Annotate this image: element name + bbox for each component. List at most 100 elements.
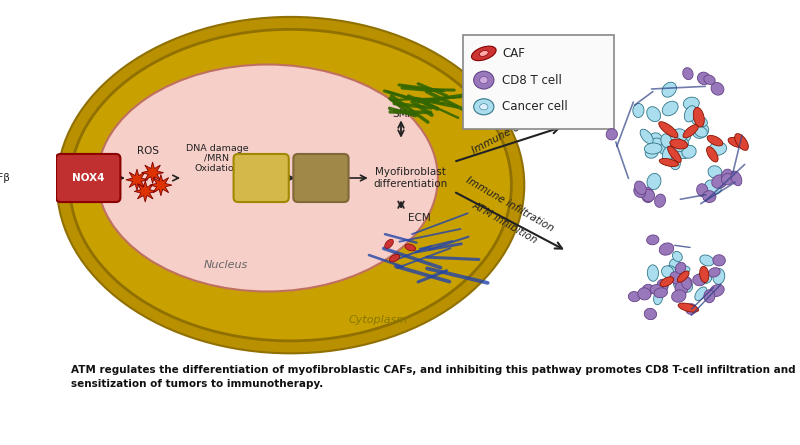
Ellipse shape	[713, 255, 726, 266]
Text: Myofibroblast
differentiation: Myofibroblast differentiation	[373, 167, 447, 189]
Ellipse shape	[693, 275, 706, 286]
Ellipse shape	[710, 284, 724, 296]
Text: ATM inhibition: ATM inhibition	[470, 200, 539, 245]
Ellipse shape	[474, 99, 494, 115]
Ellipse shape	[674, 137, 689, 148]
Ellipse shape	[654, 288, 667, 298]
Ellipse shape	[662, 101, 678, 116]
Ellipse shape	[57, 17, 524, 353]
Ellipse shape	[646, 235, 659, 245]
Text: SMA: SMA	[393, 109, 415, 119]
Ellipse shape	[385, 239, 394, 248]
Polygon shape	[126, 169, 148, 190]
Ellipse shape	[642, 187, 654, 202]
Ellipse shape	[642, 284, 654, 295]
Ellipse shape	[471, 46, 496, 61]
Ellipse shape	[474, 71, 494, 89]
Ellipse shape	[70, 29, 511, 341]
Ellipse shape	[651, 138, 665, 151]
Ellipse shape	[700, 255, 714, 266]
Ellipse shape	[681, 275, 691, 289]
Ellipse shape	[695, 273, 711, 284]
FancyBboxPatch shape	[234, 154, 289, 202]
Ellipse shape	[694, 126, 707, 137]
Ellipse shape	[728, 138, 745, 148]
Text: Cancer cell: Cancer cell	[502, 100, 568, 113]
Ellipse shape	[679, 276, 692, 287]
Ellipse shape	[654, 194, 666, 207]
Ellipse shape	[670, 272, 683, 285]
Ellipse shape	[479, 50, 488, 57]
Text: TGFβ: TGFβ	[0, 173, 10, 183]
Ellipse shape	[671, 129, 687, 142]
Ellipse shape	[665, 266, 676, 277]
Ellipse shape	[405, 244, 415, 251]
FancyBboxPatch shape	[294, 154, 349, 202]
Text: DNA damage
/MRN
Oxidation: DNA damage /MRN Oxidation	[186, 144, 248, 173]
Ellipse shape	[712, 175, 727, 188]
Polygon shape	[134, 181, 156, 202]
Ellipse shape	[645, 146, 658, 158]
Ellipse shape	[644, 143, 662, 154]
Text: CD8 T cell: CD8 T cell	[502, 73, 562, 87]
Text: ATM regulates the differentiation of myofibroblastic CAFs, and inhibiting this p: ATM regulates the differentiation of myo…	[70, 364, 795, 388]
Ellipse shape	[634, 186, 646, 198]
Ellipse shape	[644, 308, 657, 320]
Ellipse shape	[686, 303, 697, 314]
Ellipse shape	[695, 287, 707, 300]
Ellipse shape	[661, 134, 672, 148]
Ellipse shape	[678, 303, 698, 312]
Ellipse shape	[682, 68, 693, 80]
Ellipse shape	[628, 291, 640, 302]
Ellipse shape	[662, 266, 674, 278]
Ellipse shape	[659, 243, 674, 255]
Ellipse shape	[680, 279, 693, 292]
Ellipse shape	[480, 104, 488, 110]
Ellipse shape	[646, 107, 661, 121]
Ellipse shape	[675, 266, 690, 274]
Ellipse shape	[694, 107, 704, 127]
Ellipse shape	[734, 134, 748, 150]
Ellipse shape	[704, 290, 715, 303]
Text: Immune exclusion: Immune exclusion	[470, 102, 558, 156]
Text: ROS: ROS	[137, 146, 159, 156]
Ellipse shape	[697, 184, 708, 197]
Ellipse shape	[704, 75, 715, 85]
Ellipse shape	[709, 142, 726, 155]
Ellipse shape	[662, 147, 673, 162]
Text: NOX4: NOX4	[72, 173, 105, 183]
Ellipse shape	[700, 266, 709, 283]
Ellipse shape	[674, 277, 686, 290]
Text: Cytoplasm: Cytoplasm	[348, 316, 408, 325]
Ellipse shape	[649, 133, 662, 146]
Ellipse shape	[722, 169, 732, 182]
Ellipse shape	[659, 158, 678, 166]
Polygon shape	[142, 162, 164, 183]
Text: ECM: ECM	[408, 213, 430, 223]
Ellipse shape	[702, 190, 716, 202]
Ellipse shape	[708, 166, 722, 178]
Ellipse shape	[675, 282, 688, 295]
Ellipse shape	[684, 106, 697, 122]
Ellipse shape	[708, 267, 720, 277]
Ellipse shape	[98, 65, 438, 291]
Ellipse shape	[658, 281, 668, 292]
Ellipse shape	[668, 146, 682, 162]
Ellipse shape	[642, 189, 654, 202]
Ellipse shape	[713, 269, 725, 284]
Ellipse shape	[698, 72, 710, 85]
Ellipse shape	[638, 288, 651, 300]
Ellipse shape	[670, 158, 680, 170]
Ellipse shape	[660, 277, 674, 287]
Ellipse shape	[634, 181, 646, 194]
Ellipse shape	[675, 263, 686, 274]
Ellipse shape	[672, 273, 684, 285]
Ellipse shape	[691, 115, 707, 127]
Ellipse shape	[657, 279, 668, 293]
Ellipse shape	[683, 97, 699, 110]
Ellipse shape	[707, 135, 723, 146]
Ellipse shape	[640, 129, 653, 144]
Ellipse shape	[673, 251, 682, 262]
Ellipse shape	[650, 284, 664, 295]
Ellipse shape	[678, 271, 689, 282]
